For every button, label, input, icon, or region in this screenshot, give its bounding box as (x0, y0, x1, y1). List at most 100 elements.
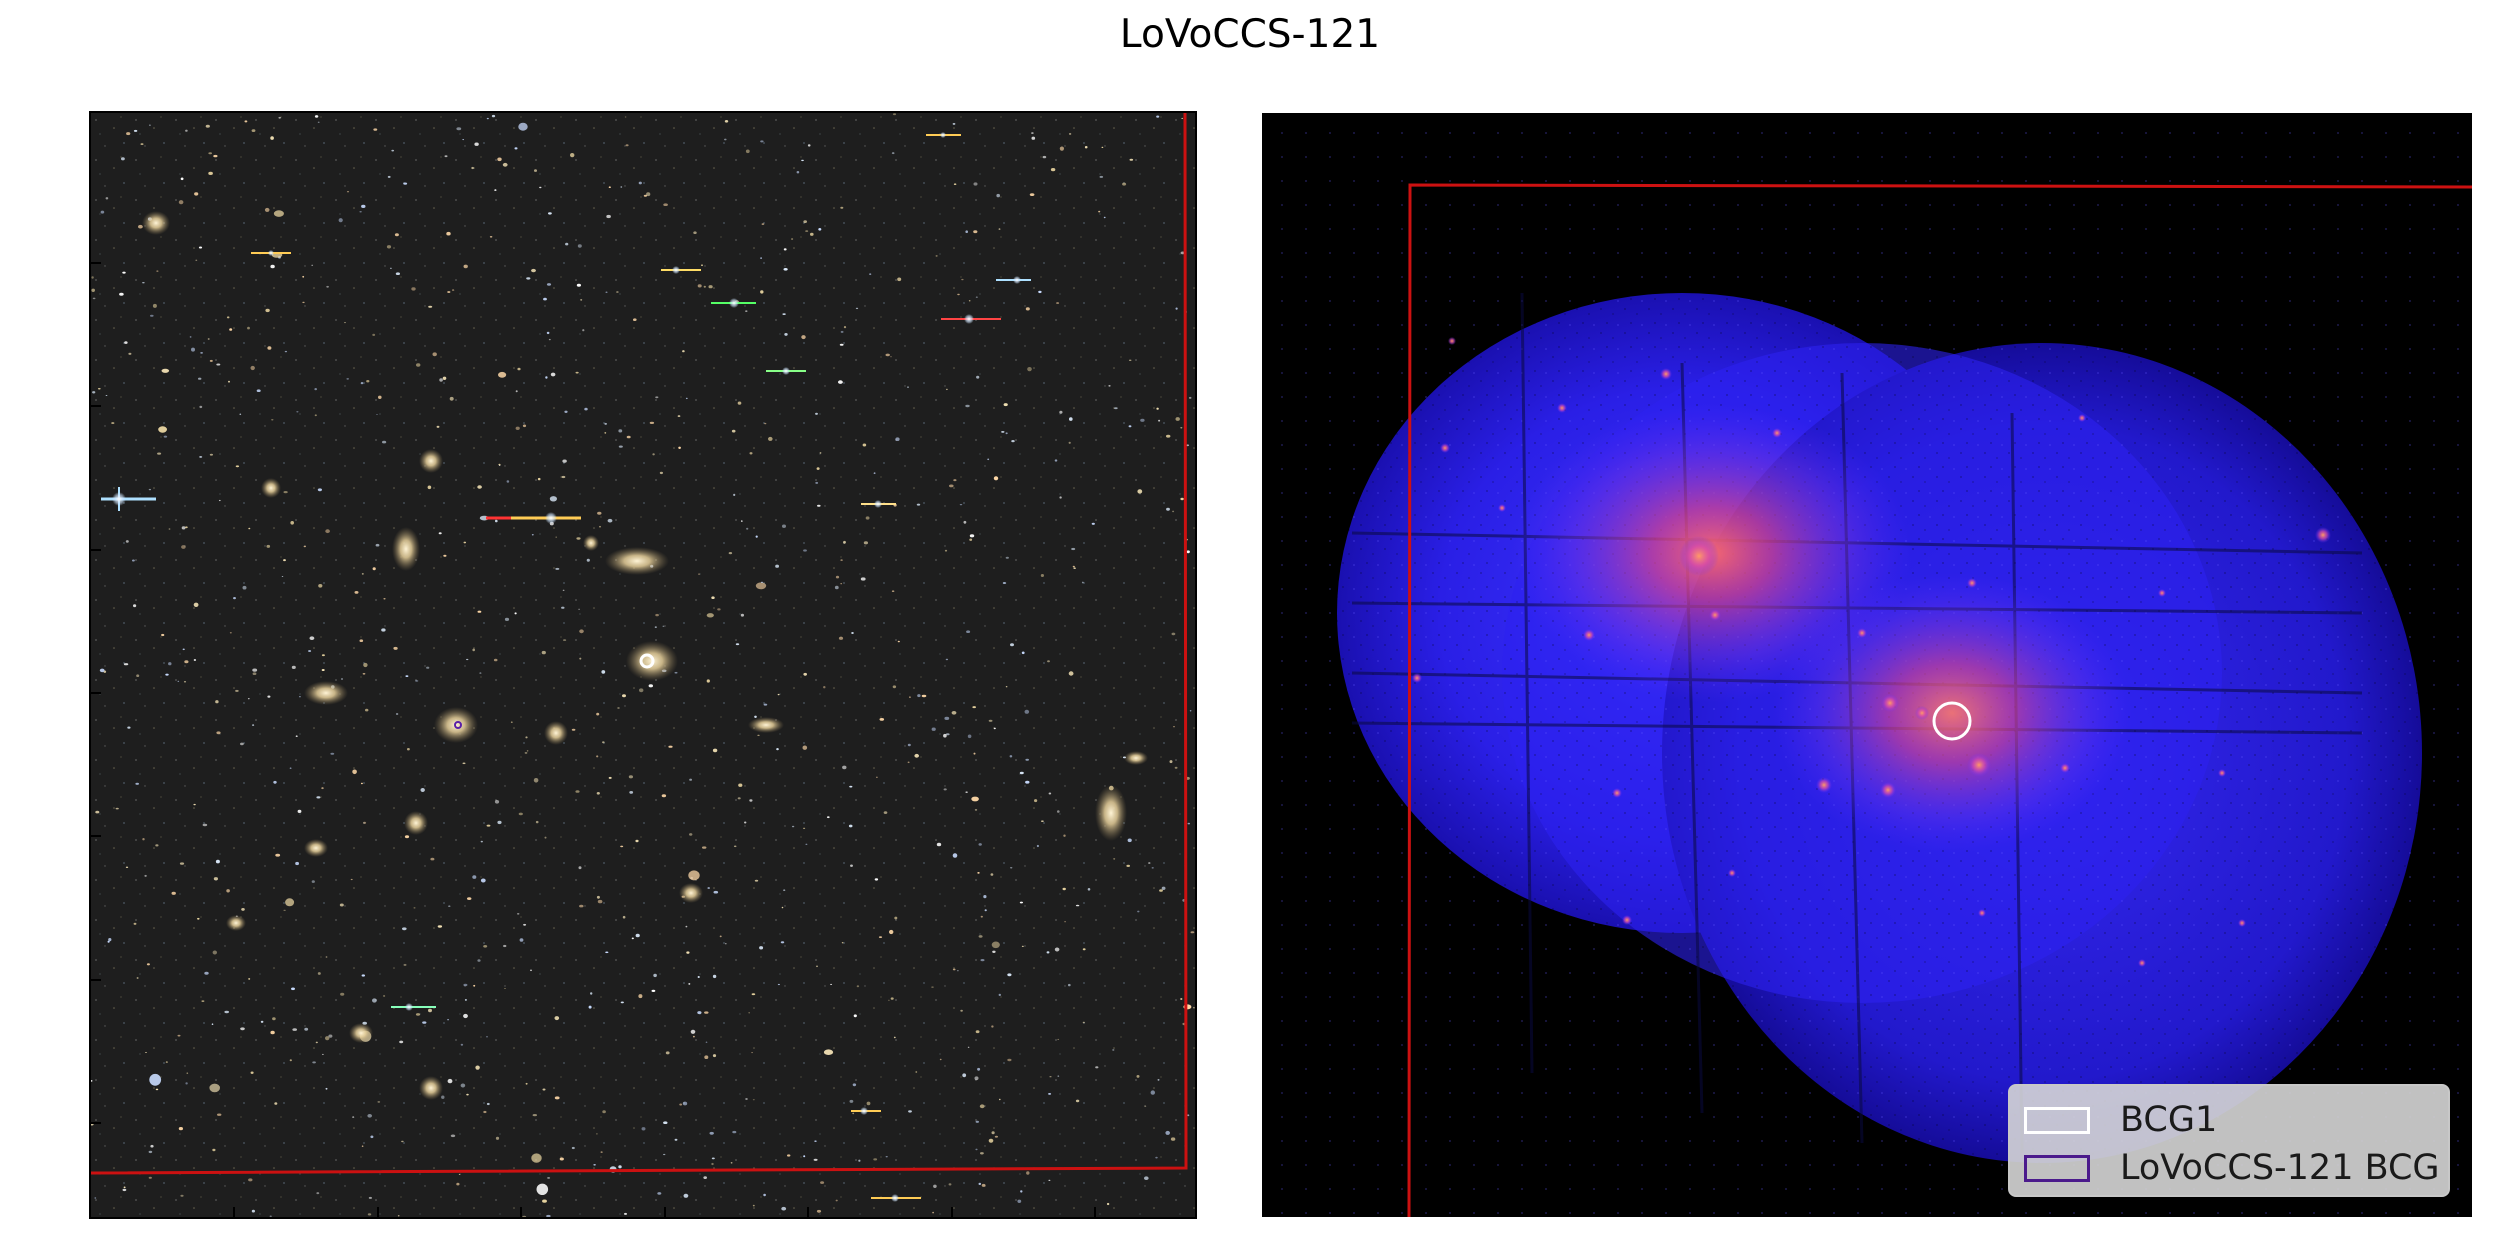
optical-source (1113, 858, 1116, 860)
optical-source (593, 1164, 596, 1166)
optical-source (1082, 1021, 1085, 1024)
optical-source (975, 1148, 978, 1151)
optical-source (815, 412, 818, 415)
legend: BCG1 LoVoCCS-121 BCG (2008, 1084, 2450, 1197)
optical-source (344, 322, 346, 324)
optical-source (841, 942, 844, 944)
optical-source (945, 658, 949, 661)
optical-source (965, 404, 970, 408)
optical-source (108, 938, 112, 942)
optical-source (133, 922, 137, 925)
optical-source (477, 959, 481, 962)
optical-source (967, 1046, 970, 1048)
optical-source (518, 812, 523, 816)
optical-source (205, 124, 210, 128)
optical-source (801, 335, 806, 340)
optical-source (267, 695, 271, 698)
cluster-emission-south (1772, 573, 2132, 853)
optical-source (317, 121, 320, 123)
optical-source (635, 933, 640, 938)
lovoccs-bcg-marker (454, 721, 462, 729)
optical-source (215, 700, 219, 704)
bright-star-spikes (101, 132, 1031, 1202)
optical-source (142, 838, 145, 841)
legend-swatch-bcg1 (2024, 1106, 2090, 1134)
legend-label-bcg1: BCG1 (2120, 1100, 2218, 1140)
optical-source (711, 596, 715, 599)
optical-source (730, 1162, 733, 1164)
optical-source (703, 1176, 707, 1179)
optical-source (510, 721, 513, 723)
optical-source (270, 264, 275, 269)
optical-source (530, 969, 532, 972)
optical-source (95, 810, 100, 814)
optical-source (819, 452, 822, 454)
optical-source (211, 1023, 214, 1025)
optical-source (661, 794, 667, 798)
optical-source (267, 346, 272, 350)
optical-source (180, 177, 184, 181)
optical-source (711, 1162, 714, 1166)
optical-source (193, 602, 199, 607)
optical-source (745, 149, 750, 154)
optical-source (494, 189, 497, 191)
optical-source (240, 742, 244, 746)
optical-source (1155, 1156, 1158, 1159)
optical-source (776, 748, 779, 751)
optical-source (803, 1155, 806, 1158)
optical-source (655, 613, 659, 617)
optical-source (562, 589, 565, 591)
optical-source (1180, 497, 1184, 501)
optical-source (126, 132, 131, 136)
optical-source (933, 1184, 937, 1189)
optical-source (107, 940, 110, 943)
optical-source (161, 633, 165, 637)
optical-source (209, 453, 213, 456)
optical-source (1170, 1137, 1176, 1141)
optical-source (229, 632, 232, 634)
optical-source (133, 129, 138, 132)
optical-source (796, 171, 800, 174)
optical-source (199, 405, 203, 409)
optical-source (948, 1183, 952, 1186)
optical-source (194, 192, 199, 196)
optical-source (393, 646, 398, 650)
optical-image (91, 113, 1195, 1217)
optical-source (105, 395, 108, 396)
optical-source (463, 541, 467, 544)
optical-source (602, 1110, 606, 1114)
optical-source (1031, 132, 1034, 134)
optical-source (805, 843, 808, 845)
optical-source (480, 840, 483, 843)
optical-source (186, 1072, 189, 1074)
optical-source (441, 1095, 445, 1099)
optical-source (953, 479, 957, 482)
optical-source (891, 152, 895, 155)
optical-source (622, 915, 626, 919)
optical-source (740, 613, 745, 617)
optical-source (704, 1011, 709, 1014)
optical-source (415, 1013, 421, 1016)
optical-source (503, 944, 507, 948)
optical-source (1175, 307, 1178, 310)
optical-source (383, 995, 386, 997)
optical-source (216, 731, 221, 735)
optical-source (534, 169, 537, 172)
optical-source (486, 1102, 490, 1106)
optical-source (514, 612, 517, 615)
optical-source (641, 1127, 646, 1131)
optical-source (1075, 904, 1080, 907)
optical-source (780, 941, 785, 944)
optical-source (208, 152, 212, 155)
optical-source (951, 711, 957, 715)
optical-source (463, 1013, 468, 1019)
optical-source (94, 1197, 97, 1199)
optical-source (161, 368, 170, 373)
optical-source (264, 207, 270, 212)
optical-source (783, 268, 788, 271)
optical-source (705, 1041, 708, 1043)
optical-source (679, 1103, 683, 1106)
optical-source (269, 1215, 272, 1217)
optical-source (296, 411, 299, 413)
optical-source (943, 788, 947, 791)
